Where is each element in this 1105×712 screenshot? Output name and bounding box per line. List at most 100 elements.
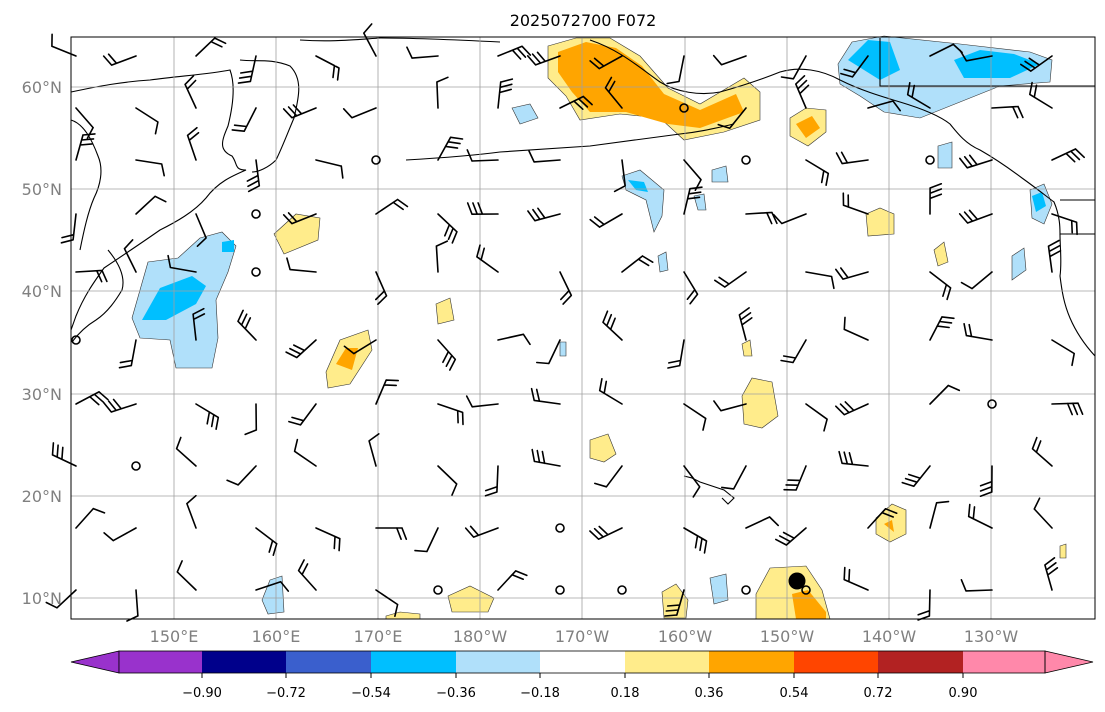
wind-barb xyxy=(51,442,77,467)
wind-barb xyxy=(713,400,747,412)
wind-barb xyxy=(414,527,439,553)
wind-barb xyxy=(666,55,685,85)
shade-lightblue-6 xyxy=(657,251,669,273)
colorbar-segment xyxy=(456,651,540,673)
wind-barb xyxy=(959,49,993,62)
figure-title: 2025072700 F072 xyxy=(510,11,657,30)
wind-barb xyxy=(712,54,747,66)
wind-barb xyxy=(1031,436,1053,467)
wind-barb xyxy=(103,398,137,413)
shade-yellow-3 xyxy=(435,297,455,325)
wind-barb xyxy=(343,339,377,355)
shade-yellow-10 xyxy=(447,585,495,613)
colorbar-tick-label: −0.18 xyxy=(520,686,560,701)
wind-barb xyxy=(929,316,955,341)
wind-barb xyxy=(286,257,317,273)
shade-blue-small-1 xyxy=(222,240,234,252)
wind-barb xyxy=(838,450,869,467)
colorbar xyxy=(70,650,1094,678)
wind-barb xyxy=(1051,213,1078,236)
lat-label: 20°N xyxy=(22,487,62,506)
wind-barb xyxy=(406,46,439,59)
wind-barb xyxy=(667,339,685,369)
wind-barb xyxy=(1051,402,1084,416)
lon-label: 160°W xyxy=(658,627,713,646)
lon-label: 170°W xyxy=(555,627,610,646)
wind-barb xyxy=(45,589,77,609)
wind-barb xyxy=(237,309,257,341)
wind-barb xyxy=(559,271,573,305)
wind-barb xyxy=(135,107,159,135)
wind-barb xyxy=(75,391,109,406)
shade-orange-bering xyxy=(558,42,744,128)
wind-barb xyxy=(867,100,901,112)
wind-barb xyxy=(368,433,380,467)
wind-barb xyxy=(805,271,835,290)
wind-barb xyxy=(437,339,457,371)
wind-barb xyxy=(255,581,290,592)
location-marker xyxy=(788,572,806,590)
colorbar-extend-low xyxy=(70,650,120,674)
wind-barb xyxy=(102,53,137,66)
coast-alaska xyxy=(589,39,1095,235)
wind-barb xyxy=(745,211,778,225)
lon-label: 180°W xyxy=(453,627,508,646)
wind-barb xyxy=(991,105,1024,119)
wind-barb xyxy=(772,213,807,225)
shade-blue-alaska xyxy=(848,40,900,80)
lat-label: 60°N xyxy=(22,78,62,97)
map-frame xyxy=(70,36,1096,620)
wind-barb xyxy=(437,403,464,426)
wind-barb xyxy=(375,198,409,215)
wind-barb xyxy=(683,465,701,498)
longitude-labels: 150°E 160°E 170°E 180°W 170°W 160°W 150°… xyxy=(150,627,1019,646)
wind-barb xyxy=(526,51,561,66)
wind-barb xyxy=(805,159,830,186)
wind-barb xyxy=(842,192,869,215)
calm-wind-circle xyxy=(371,155,381,165)
lon-label: 150°E xyxy=(150,627,199,646)
wind-barb xyxy=(1020,55,1053,72)
wind-barb xyxy=(604,76,623,109)
calm-wind-circle xyxy=(555,585,565,595)
wind-barb xyxy=(484,465,499,497)
wind-barb xyxy=(437,136,464,161)
colorbar-tick-label: −0.54 xyxy=(351,686,391,701)
calm-wind-circle xyxy=(987,399,997,409)
wind-barb xyxy=(783,465,807,491)
coast-bering-n xyxy=(299,37,501,43)
wind-barb xyxy=(167,254,197,273)
wind-barb xyxy=(901,465,931,488)
wind-barb xyxy=(683,527,708,554)
colorbar-outline xyxy=(118,650,1046,674)
lon-label: 160°E xyxy=(252,627,301,646)
calm-wind-circle xyxy=(679,103,689,113)
colorbar-segment xyxy=(878,651,963,673)
colorbar-tick-label: 0.18 xyxy=(611,686,640,701)
wind-barb xyxy=(664,589,685,617)
wind-barb xyxy=(184,75,197,109)
latitude-labels: 10°N 20°N 30°N 40°N 50°N 60°N xyxy=(22,78,62,608)
wind-barb xyxy=(963,323,993,341)
wind-barb xyxy=(594,465,623,488)
wind-barb xyxy=(780,55,807,80)
calm-wind-circle xyxy=(433,585,443,595)
wind-barb xyxy=(1051,148,1085,163)
colorbar-tick-label: 0.54 xyxy=(780,686,809,701)
calm-wind-circle xyxy=(71,335,81,345)
wind-barb xyxy=(497,45,532,60)
wind-barb xyxy=(135,195,167,215)
wind-barb xyxy=(466,202,499,215)
wind-barb xyxy=(835,401,869,416)
shade-lightblue-4 xyxy=(937,141,953,169)
calm-wind-circle xyxy=(801,585,811,595)
calm-wind-circle xyxy=(251,209,261,219)
wind-barb xyxy=(282,212,317,225)
wind-barb xyxy=(135,159,165,177)
wind-barb xyxy=(835,151,869,165)
wind-barb xyxy=(717,107,747,130)
colorbar-segment xyxy=(794,651,878,673)
colorbar-tick-label: 0.90 xyxy=(949,686,978,701)
colorbar-ticks: −0.90 −0.72 −0.54 −0.36 −0.18 0.18 0.36 … xyxy=(182,686,977,701)
wind-barb xyxy=(528,150,561,163)
